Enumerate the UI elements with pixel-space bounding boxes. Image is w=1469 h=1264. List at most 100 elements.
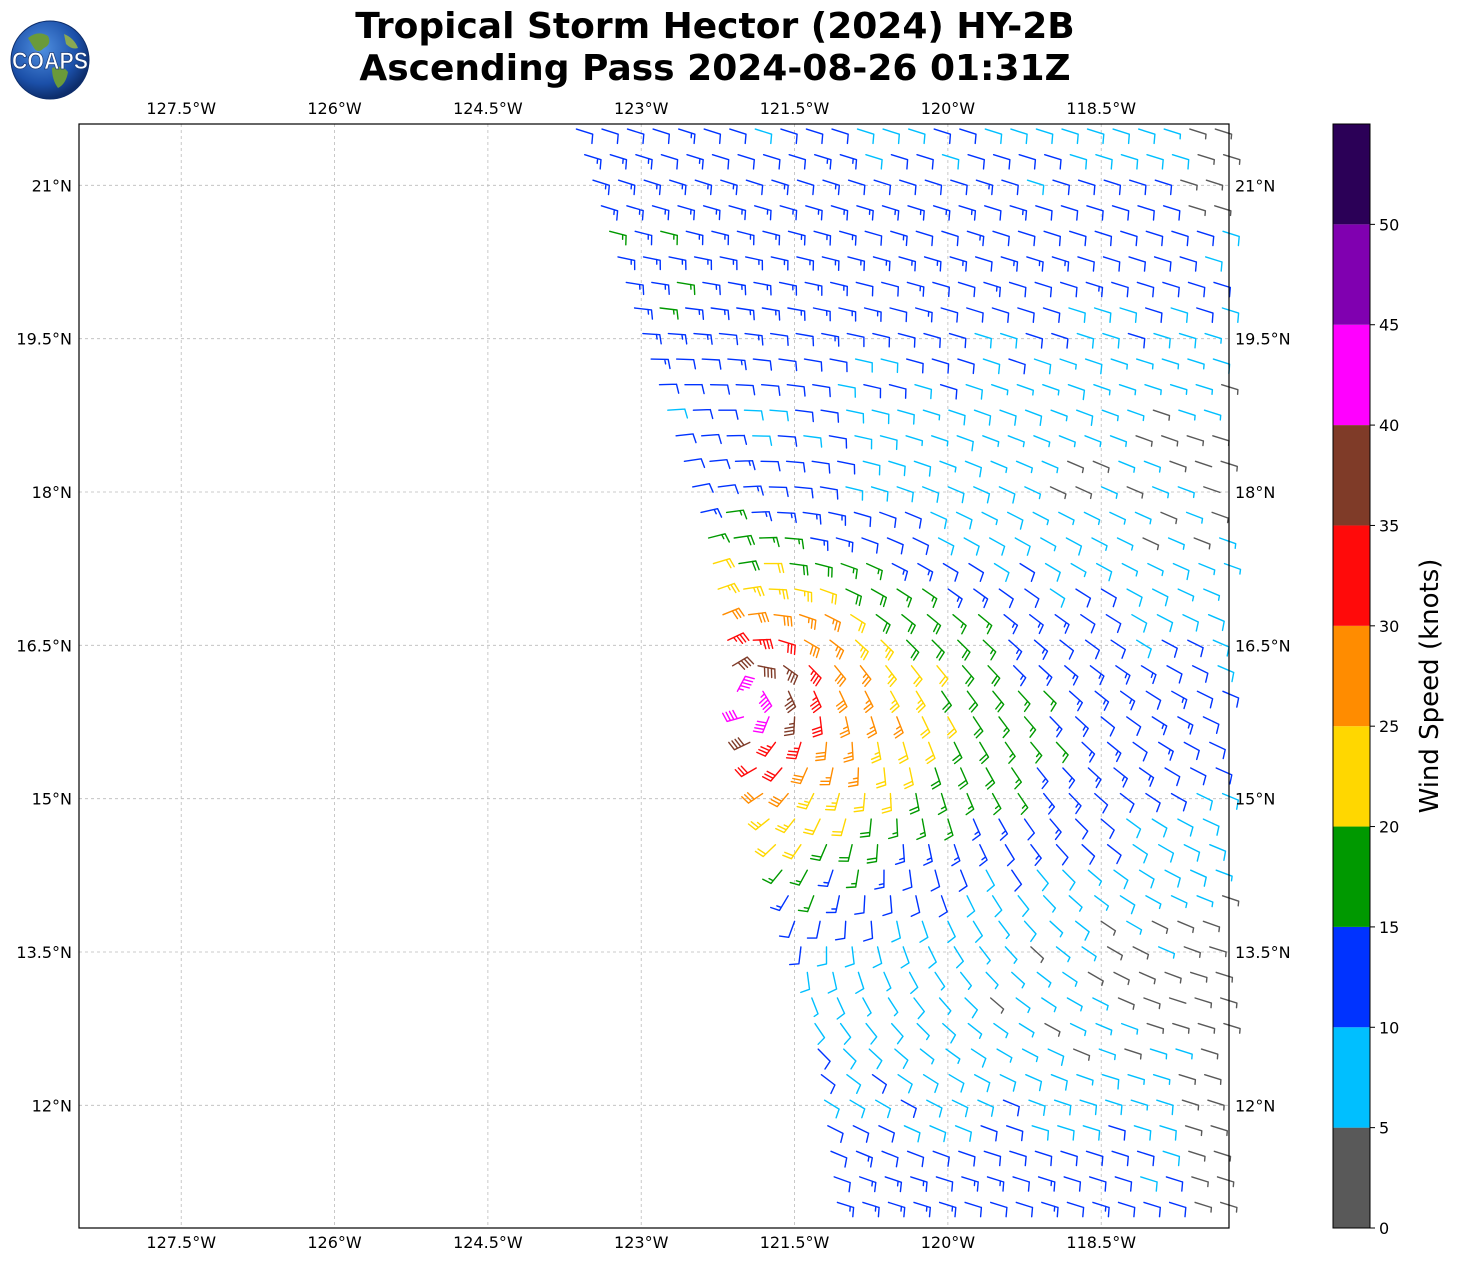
wind-barb (967, 1022, 983, 1039)
wind-barb (747, 818, 770, 831)
wind-barb (982, 639, 997, 661)
wind-barb (800, 971, 811, 994)
wind-barb (866, 844, 879, 864)
wind-barb (1036, 971, 1052, 988)
wind-barb (1101, 409, 1119, 422)
wind-barb (941, 230, 959, 247)
wind-barb (779, 205, 798, 221)
wind-barb (827, 971, 838, 994)
wind-barb (1114, 1176, 1133, 1192)
wind-barb (1106, 946, 1123, 961)
wind-barb (1024, 409, 1043, 426)
wind-barb (845, 588, 862, 607)
wind-barb (1175, 1048, 1193, 1060)
wind-barb (1202, 818, 1220, 836)
wind-barb (1179, 256, 1198, 272)
wind-barb (1153, 332, 1171, 349)
wind-barb (1149, 1048, 1168, 1060)
wind-barb (1205, 179, 1224, 191)
wind-barb (1131, 614, 1148, 633)
wind-barb (1061, 128, 1079, 145)
wind-barb (685, 307, 705, 320)
wind-barb (712, 558, 735, 569)
wind-barb (1151, 818, 1168, 838)
wind-barb (758, 690, 773, 713)
wind-barb (783, 716, 796, 737)
wind-barb (936, 665, 949, 687)
wind-barb (802, 511, 822, 525)
wind-barb (849, 1099, 866, 1119)
wind-barb (1044, 154, 1062, 170)
wind-barb (923, 332, 941, 349)
wind-barb (993, 1022, 1009, 1039)
lon-tick-label-bottom: 127.5°W (146, 1233, 216, 1252)
wind-barb (1036, 767, 1049, 790)
wind-barb (998, 716, 1010, 739)
wind-barb (805, 128, 824, 145)
colorbar-border (1332, 123, 1371, 1229)
wind-barb (964, 460, 982, 478)
wind-barb (1154, 179, 1173, 196)
wind-barb (1060, 281, 1078, 298)
wind-barb (803, 358, 823, 372)
wind-barb (891, 562, 909, 581)
wind-barb (870, 741, 882, 764)
wind-barb (980, 1125, 998, 1142)
wind-barb (870, 486, 889, 502)
wind-barb (1145, 307, 1163, 323)
wind-barb (1221, 895, 1240, 907)
coaps-logo: COAPS (10, 20, 90, 100)
wind-barb (729, 128, 747, 145)
wind-barb (1152, 409, 1171, 421)
wind-barb (709, 459, 731, 470)
wind-barb (1132, 741, 1148, 762)
wind-barb (1075, 920, 1090, 941)
wind-barb (966, 230, 985, 247)
wind-barb (1219, 537, 1237, 549)
wind-barb (734, 765, 757, 778)
wind-barb (1044, 562, 1061, 582)
wind-barb (1065, 537, 1083, 556)
wind-barb (754, 205, 772, 221)
wind-barb (811, 716, 823, 738)
wind-barb (600, 205, 619, 221)
wind-barb (1216, 1176, 1235, 1188)
colorbar-tick-label: 20 (1379, 818, 1399, 837)
wind-barb (916, 154, 934, 170)
wind-barb (660, 230, 678, 246)
lon-tick-label-top: 121.5°W (760, 99, 830, 118)
wind-barb (1068, 792, 1082, 815)
lat-tick-label-right: 15°N (1235, 790, 1275, 809)
wind-barb (1187, 358, 1205, 370)
wind-barb (803, 818, 821, 836)
wind-barb (1081, 844, 1096, 865)
wind-barb (886, 537, 904, 555)
wind-barb (754, 128, 773, 145)
wind-barb (1004, 741, 1016, 764)
wind-barb (922, 409, 941, 421)
wind-barb (650, 358, 671, 370)
wind-barb (1066, 997, 1083, 1012)
wind-barb (1162, 281, 1180, 298)
wind-barb (881, 1150, 899, 1168)
wind-barb (796, 179, 815, 196)
wind-barb (973, 486, 991, 504)
wind-barb (998, 920, 1010, 940)
colorbar-bin (1333, 926, 1370, 1028)
wind-barb (1015, 997, 1031, 1014)
wind-barb (811, 997, 819, 1018)
wind-barb (846, 1074, 862, 1094)
wind-barb (855, 281, 874, 297)
wind-barb (575, 128, 594, 145)
wind-barb (989, 537, 1006, 556)
wind-barb (1203, 486, 1221, 494)
wind-barb (726, 434, 748, 445)
wind-barb (1138, 767, 1155, 787)
wind-barb (1151, 920, 1169, 934)
wind-barb (1066, 1201, 1085, 1218)
wind-barb (1076, 409, 1094, 426)
wind-barb (913, 997, 925, 1020)
lon-tick-label-top: 120°W (921, 99, 976, 118)
wind-barb (1207, 1099, 1225, 1111)
